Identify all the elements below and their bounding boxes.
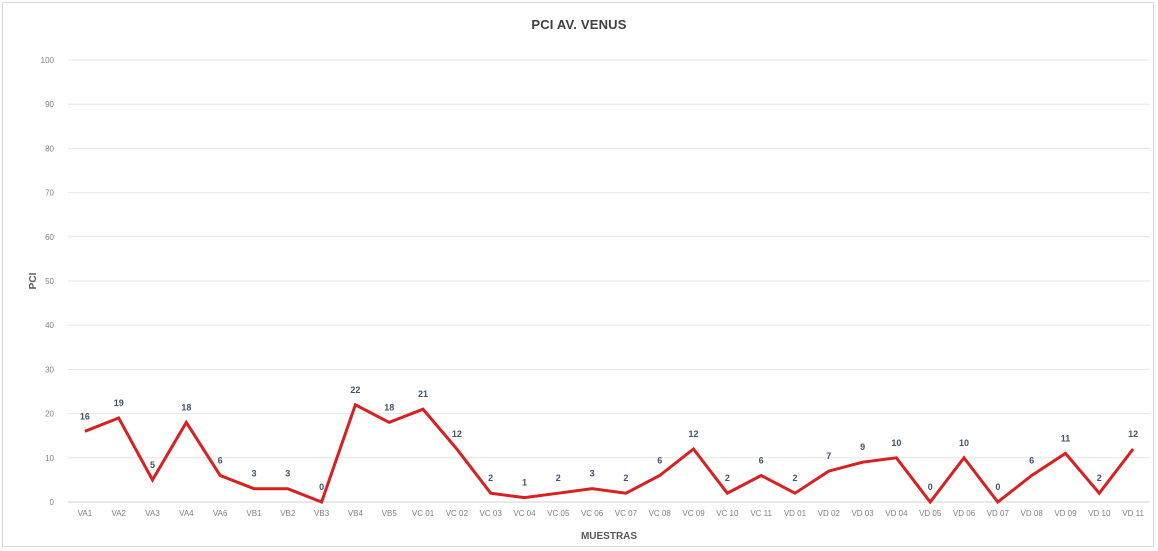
data-label: 3	[590, 469, 595, 479]
y-tick-label: 40	[45, 321, 54, 330]
x-tick-label: VC 06	[581, 509, 604, 518]
y-tick-label: 60	[45, 233, 54, 242]
x-tick-label: VD 10	[1088, 509, 1111, 518]
x-tick-label: VC 09	[682, 509, 705, 518]
y-tick-label: 100	[41, 56, 55, 65]
data-label: 2	[1097, 473, 1102, 483]
y-tick-label: 50	[45, 277, 54, 286]
x-tick-label: VA6	[213, 509, 228, 518]
x-tick-label: VC 07	[615, 509, 638, 518]
x-tick-label: VC 10	[716, 509, 739, 518]
data-label: 12	[452, 429, 462, 439]
x-tick-label: VD 04	[885, 509, 908, 518]
x-tick-label: VC 04	[513, 509, 536, 518]
data-label: 6	[1029, 455, 1034, 465]
x-tick-label: VA4	[179, 509, 194, 518]
x-tick-label: VD 08	[1021, 509, 1044, 518]
y-tick-label: 10	[45, 454, 54, 463]
x-tick-label: VD 06	[953, 509, 976, 518]
data-label: 3	[285, 469, 290, 479]
y-tick-label: 30	[45, 365, 54, 374]
x-tick-label: VC 02	[446, 509, 469, 518]
y-axis-ticks: 0 10 20 30 40 50 60 70 80 90 100	[41, 56, 55, 507]
data-label: 16	[80, 411, 90, 421]
y-tick-label: 20	[45, 410, 54, 419]
data-label: 6	[759, 455, 764, 465]
x-tick-label: VC 01	[412, 509, 435, 518]
x-axis-ticks: VA1 VA2 VA3 VA4 VA6 VB1 VB2 VB3 VB4 VB5 VC 01 VC 02…	[78, 509, 1145, 518]
data-label: 18	[384, 402, 394, 412]
x-tick-label: VD 02	[818, 509, 841, 518]
x-tick-label: VD 05	[919, 509, 942, 518]
data-label: 1	[522, 478, 527, 488]
x-tick-label: VD 11	[1122, 509, 1144, 518]
data-label: 6	[657, 455, 662, 465]
x-tick-label: VD 01	[784, 509, 807, 518]
data-label: 2	[556, 473, 561, 483]
data-label: 21	[418, 389, 428, 399]
x-tick-label: VB5	[382, 509, 398, 518]
gridlines	[68, 59, 1150, 503]
x-tick-label: VB4	[348, 509, 364, 518]
data-label: 0	[319, 482, 324, 492]
x-axis-title: MUESTRAS	[581, 531, 637, 542]
data-label: 0	[928, 482, 933, 492]
x-tick-label: VD 07	[987, 509, 1010, 518]
y-tick-label: 70	[45, 189, 54, 198]
y-tick-label: 0	[50, 498, 55, 507]
x-tick-label: VC 08	[649, 509, 672, 518]
data-label: 12	[689, 429, 699, 439]
x-tick-label: VA1	[78, 509, 93, 518]
data-label: 0	[995, 482, 1000, 492]
data-label: 10	[891, 438, 901, 448]
series-layer	[84, 402, 1135, 505]
x-tick-label: VB1	[246, 509, 262, 518]
data-label: 7	[826, 451, 831, 461]
data-label: 3	[251, 469, 256, 479]
data-label: 18	[181, 402, 191, 412]
x-tick-label: VB2	[280, 509, 296, 518]
data-label: 2	[623, 473, 628, 483]
data-label: 2	[792, 473, 797, 483]
x-tick-label: VC 11	[750, 509, 772, 518]
data-label: 11	[1061, 433, 1071, 443]
x-tick-label: VC 05	[547, 509, 570, 518]
x-tick-label: VA2	[111, 509, 126, 518]
x-tick-label: VC 03	[480, 509, 503, 518]
x-tick-label: VD 09	[1054, 509, 1077, 518]
y-axis-title: PCI	[28, 272, 39, 289]
data-label: 10	[959, 438, 969, 448]
data-label: 22	[350, 385, 360, 395]
series-line	[84, 402, 1135, 505]
x-tick-label: VA3	[145, 509, 160, 518]
y-tick-label: 80	[45, 144, 54, 153]
data-label: 19	[114, 398, 124, 408]
x-tick-label: VB3	[314, 509, 330, 518]
y-tick-label: 90	[45, 100, 54, 109]
data-label: 12	[1128, 429, 1138, 439]
data-label: 5	[150, 460, 155, 470]
chart-title: PCI AV. VENUS	[531, 17, 627, 32]
data-label: 2	[725, 473, 730, 483]
data-label: 6	[218, 455, 223, 465]
data-label: 9	[860, 442, 865, 452]
x-tick-label: VD 03	[851, 509, 874, 518]
data-label: 2	[488, 473, 493, 483]
